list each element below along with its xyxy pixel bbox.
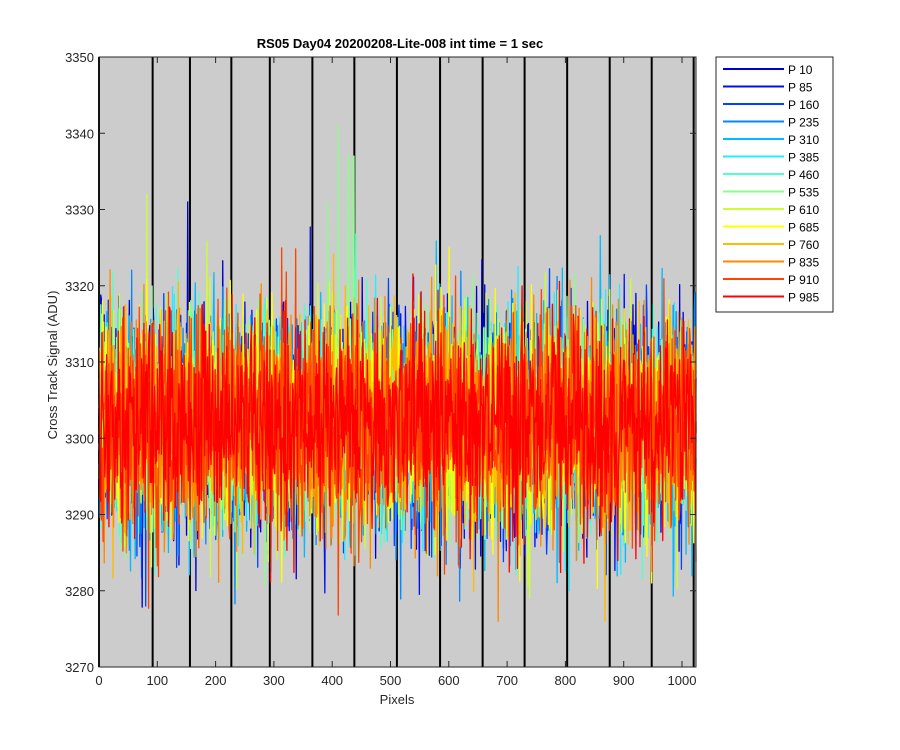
y-tick-label-7: 3340 — [65, 126, 94, 141]
x-tick-label-3: 300 — [263, 673, 285, 688]
y-axis: 3270 3280 3290 3300 3310 3320 3330 3340 3350 — [65, 50, 696, 675]
legend-label-p535: P 535 — [788, 186, 819, 200]
y-tick-label-6: 3330 — [65, 203, 94, 218]
legend-label-p10: P 10 — [788, 63, 813, 77]
legend-label-p385: P 385 — [788, 151, 819, 165]
series-group — [98, 124, 697, 622]
x-tick-label-2: 200 — [205, 673, 227, 688]
legend-label-p460: P 460 — [788, 168, 819, 182]
x-tick-label-4: 400 — [321, 673, 343, 688]
legend-label-p160: P 160 — [788, 98, 819, 112]
x-tick-label-8: 800 — [555, 673, 577, 688]
legend: P 10 P 85 P 160 P 235 P 310 P 385 P 460 P 535 P … — [715, 56, 834, 313]
y-tick-label-1: 3280 — [65, 584, 94, 599]
legend-label-p85: P 85 — [788, 81, 813, 95]
legend-label-p610: P 610 — [788, 203, 819, 217]
chart-title: RS05 Day04 20200208-Lite-008 int time = … — [257, 36, 544, 51]
x-tick-label-6: 600 — [438, 673, 460, 688]
legend-box — [715, 56, 834, 313]
legend-label-p985: P 985 — [788, 291, 819, 305]
legend-label-p310: P 310 — [788, 133, 819, 147]
legend-label-p760: P 760 — [788, 238, 819, 252]
y-axis-label: Cross Track Signal (ADU) — [45, 291, 60, 440]
y-tick-label-8: 3350 — [65, 50, 94, 65]
series-line-p985 — [98, 273, 697, 583]
legend-label-p685: P 685 — [788, 221, 819, 235]
x-tick-label-9: 900 — [613, 673, 635, 688]
x-axis: 0 100 200 300 400 500 600 700 800 900 1000 — [95, 57, 696, 688]
x-tick-label-10: 1000 — [668, 673, 697, 688]
legend-label-p235: P 235 — [788, 116, 819, 130]
y-tick-label-0: 3270 — [65, 660, 94, 675]
x-tick-label-5: 500 — [380, 673, 402, 688]
legend-label-p910: P 910 — [788, 273, 819, 287]
x-tick-label-1: 100 — [146, 673, 168, 688]
legend-label-p835: P 835 — [788, 256, 819, 270]
y-tick-label-3: 3300 — [65, 431, 94, 446]
x-axis-label: Pixels — [380, 692, 415, 707]
x-tick-label-0: 0 — [95, 673, 102, 688]
x-tick-label-7: 700 — [496, 673, 518, 688]
y-tick-label-4: 3310 — [65, 355, 94, 370]
y-tick-label-5: 3320 — [65, 279, 94, 294]
y-tick-label-2: 3290 — [65, 508, 94, 523]
